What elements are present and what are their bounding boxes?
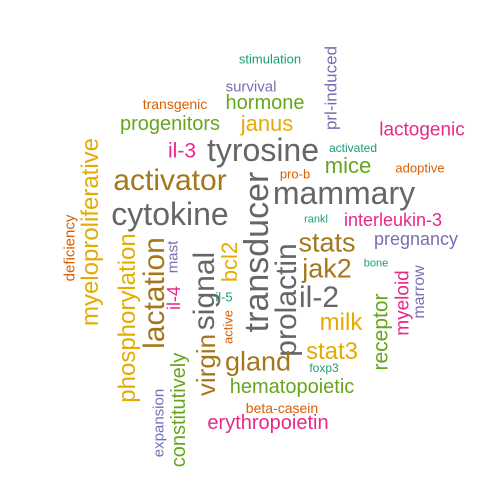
word-gland: gland xyxy=(224,346,292,377)
word-erythropoietin: erythropoietin xyxy=(207,412,329,434)
word-myeloproliferative: myeloproliferative xyxy=(77,137,104,327)
word-expansion: expansion xyxy=(150,388,168,458)
word-prl-induced: prl-induced xyxy=(321,45,341,131)
word-stat3: stat3 xyxy=(305,338,359,365)
word-pro-b: pro-b xyxy=(279,166,311,182)
word-prolactin: prolactin xyxy=(270,243,303,357)
word-activator: activator xyxy=(113,164,227,197)
word-virgin: virgin xyxy=(191,333,221,397)
word-jak2: jak2 xyxy=(302,253,352,284)
word-janus: janus xyxy=(240,111,294,136)
word-interleukin-3: interleukin-3 xyxy=(343,210,443,230)
word-constitutively: constitutively xyxy=(168,352,190,468)
word-mice: mice xyxy=(324,153,372,178)
word-bcl2: bcl2 xyxy=(217,241,242,283)
word-tyrosine: tyrosine xyxy=(206,132,320,168)
word-transgenic: transgenic xyxy=(142,96,208,112)
word-myeloid: myeloid xyxy=(392,270,414,336)
word-survival: survival xyxy=(225,78,277,96)
word-il-4: il-4 xyxy=(164,285,184,311)
word-adoptive: adoptive xyxy=(395,160,445,176)
word-stimulation: stimulation xyxy=(238,51,302,67)
word-progenitors: progenitors xyxy=(119,113,221,135)
word-bone: bone xyxy=(363,257,389,270)
word-cytokine: cytokine xyxy=(111,196,229,232)
word-lactogenic: lactogenic xyxy=(379,119,465,141)
word-activated: activated xyxy=(328,141,378,155)
word-mammary: mammary xyxy=(272,175,416,211)
word-il-3: il-3 xyxy=(167,139,197,163)
word-rankl: rankl xyxy=(304,213,328,226)
word-marrow: marrow xyxy=(411,265,428,319)
word-milk: milk xyxy=(319,309,363,336)
word-deficiency: deficiency xyxy=(61,214,79,282)
word-active: active xyxy=(220,310,236,344)
word-phosphorylation: phosphorylation xyxy=(114,233,141,403)
word-hormone: hormone xyxy=(225,92,305,114)
word-beta-casein: beta-casein xyxy=(245,400,319,416)
word-il-2: il-2 xyxy=(298,281,340,314)
word-receptor: receptor xyxy=(369,293,393,371)
word-transducer: transducer xyxy=(238,171,276,333)
word-hematopoietic: hematopoietic xyxy=(229,376,355,398)
word-foxp3: foxp3 xyxy=(309,361,339,375)
word-il-5: il-5 xyxy=(215,289,233,305)
word-stats: stats xyxy=(298,227,356,258)
word-pregnancy: pregnancy xyxy=(373,229,459,249)
